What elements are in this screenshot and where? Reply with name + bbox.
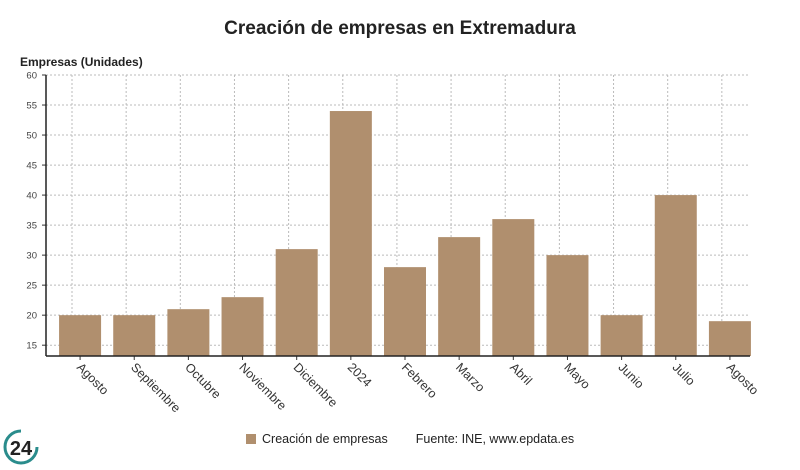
bar-agosto	[708, 321, 751, 356]
x-tick-label: Julio	[670, 360, 698, 388]
y-tick-label: 55	[26, 101, 37, 112]
legend: Creación de empresas Fuente: INE, www.ep…	[246, 432, 574, 446]
bar-julio	[654, 195, 697, 356]
y-tick-label: 20	[26, 311, 37, 322]
y-tick-label: 60	[26, 71, 37, 82]
x-tick-label: Agosto	[74, 360, 111, 397]
x-tick-label: Octubre	[182, 360, 223, 401]
x-tick-label: Marzo	[453, 360, 487, 394]
y-axis-label: Empresas (Unidades)	[20, 55, 143, 69]
y-tick-label: 40	[26, 191, 37, 202]
x-tick-label: Noviembre	[236, 360, 289, 413]
x-tick-label: Diciembre	[291, 360, 341, 410]
x-tick-label: Mayo	[561, 360, 593, 392]
x-tick-label: Agosto	[724, 360, 761, 397]
y-tick-label: 50	[26, 131, 37, 142]
bar-noviembre	[221, 297, 264, 356]
source-text: Fuente: INE, www.epdata.es	[415, 432, 575, 446]
x-tick-label: Febrero	[399, 360, 440, 401]
bar-diciembre	[275, 249, 318, 356]
chart-title: Creación de empresas en Extremadura	[224, 18, 576, 39]
legend-swatch	[246, 434, 256, 444]
y-tick-label: 15	[26, 341, 37, 352]
legend-label: Creación de empresas	[262, 432, 388, 446]
bar-marzo	[438, 237, 481, 356]
y-tick-label: 25	[26, 281, 37, 292]
x-tick-label: Junio	[615, 360, 646, 391]
x-tick-label: Abril	[507, 360, 535, 388]
y-tick-label: 45	[26, 161, 37, 172]
bar-agosto	[59, 315, 102, 356]
y-tick-label: 30	[26, 251, 37, 262]
y-tick-label: 35	[26, 221, 37, 232]
x-tick-label: 2024	[345, 360, 375, 390]
bar-septiembre	[113, 315, 156, 356]
bar-octubre	[167, 309, 210, 356]
x-tick-label: Septiembre	[128, 360, 183, 415]
bar-febrero	[384, 267, 426, 356]
bar-mayo	[546, 255, 589, 356]
bar-junio	[600, 315, 643, 356]
svg-text:24: 24	[10, 438, 33, 460]
logo-24: 24	[3, 429, 39, 465]
bar-2024	[329, 111, 372, 357]
bar-abril	[492, 219, 535, 356]
